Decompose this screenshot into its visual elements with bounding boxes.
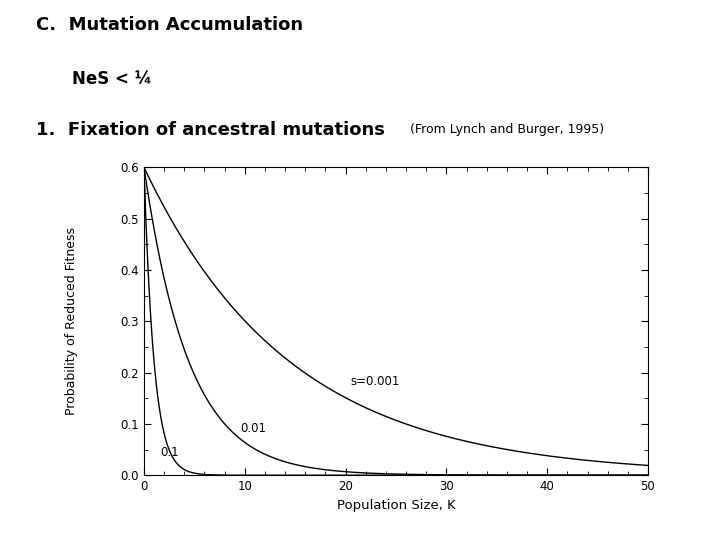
Text: 0.1: 0.1 [160, 446, 179, 458]
Text: 1.  Fixation of ancestral mutations: 1. Fixation of ancestral mutations [36, 120, 391, 139]
Text: NeS < ¼: NeS < ¼ [72, 70, 152, 88]
Y-axis label: Probability of Reduced Fitness: Probability of Reduced Fitness [66, 227, 78, 415]
Text: C.  Mutation Accumulation: C. Mutation Accumulation [36, 16, 303, 34]
Text: 0.01: 0.01 [240, 422, 266, 435]
Text: (From Lynch and Burger, 1995): (From Lynch and Burger, 1995) [410, 123, 605, 136]
X-axis label: Population Size, K: Population Size, K [337, 498, 455, 511]
Text: s=0.001: s=0.001 [351, 375, 400, 388]
